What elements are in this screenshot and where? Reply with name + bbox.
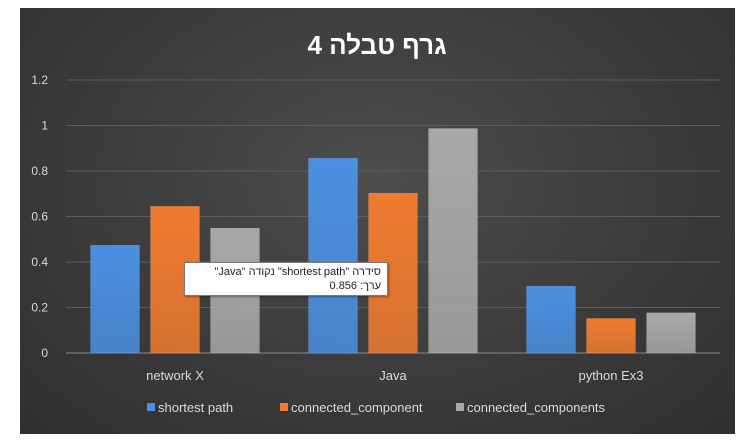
bar-shortest-path-1[interactable] xyxy=(308,158,358,354)
bar-connected-components-1[interactable] xyxy=(428,128,478,354)
legend-swatch xyxy=(280,403,288,411)
x-tick-label: python Ex3 xyxy=(578,368,643,383)
tooltip-series-point: סידרה "shortest path" נקודה "Java" xyxy=(214,266,381,278)
x-tick-label: Java xyxy=(379,368,407,383)
bar-shortest-path-0[interactable] xyxy=(90,244,140,354)
y-tick-label: 0 xyxy=(41,346,48,360)
bar-chart: גרף טבלה 4 0 0.2 0.4 0.6 0.8 1 1.2 network X Ja… xyxy=(31,30,720,415)
chart-title: גרף טבלה 4 xyxy=(307,30,446,60)
y-tick-label: 0.2 xyxy=(31,301,48,315)
legend-label: connected_components xyxy=(467,400,606,415)
y-tick-label: 0.4 xyxy=(31,255,48,269)
legend-swatch xyxy=(456,403,464,411)
y-tick-label: 1 xyxy=(41,119,48,133)
legend-swatch xyxy=(147,403,155,411)
chart-area: גרף טבלה 4 0 0.2 0.4 0.6 0.8 1 1.2 network X Ja… xyxy=(20,8,735,434)
data-tooltip: סידרה "shortest path" נקודה "Java" ערך: … xyxy=(184,262,388,296)
tooltip-value: ערך: 0.856 xyxy=(329,280,381,292)
bar-connected-components-2[interactable] xyxy=(646,312,696,354)
legend-label: shortest path xyxy=(158,400,233,415)
y-tick-label: 0.6 xyxy=(31,210,48,224)
y-tick-label: 1.2 xyxy=(31,73,48,87)
legend-label: connected_component xyxy=(291,400,423,415)
y-tick-label: 0.8 xyxy=(31,164,48,178)
bar-shortest-path-2[interactable] xyxy=(526,285,576,354)
bar-connected-component-2[interactable] xyxy=(586,318,636,354)
x-tick-label: network X xyxy=(146,368,204,383)
